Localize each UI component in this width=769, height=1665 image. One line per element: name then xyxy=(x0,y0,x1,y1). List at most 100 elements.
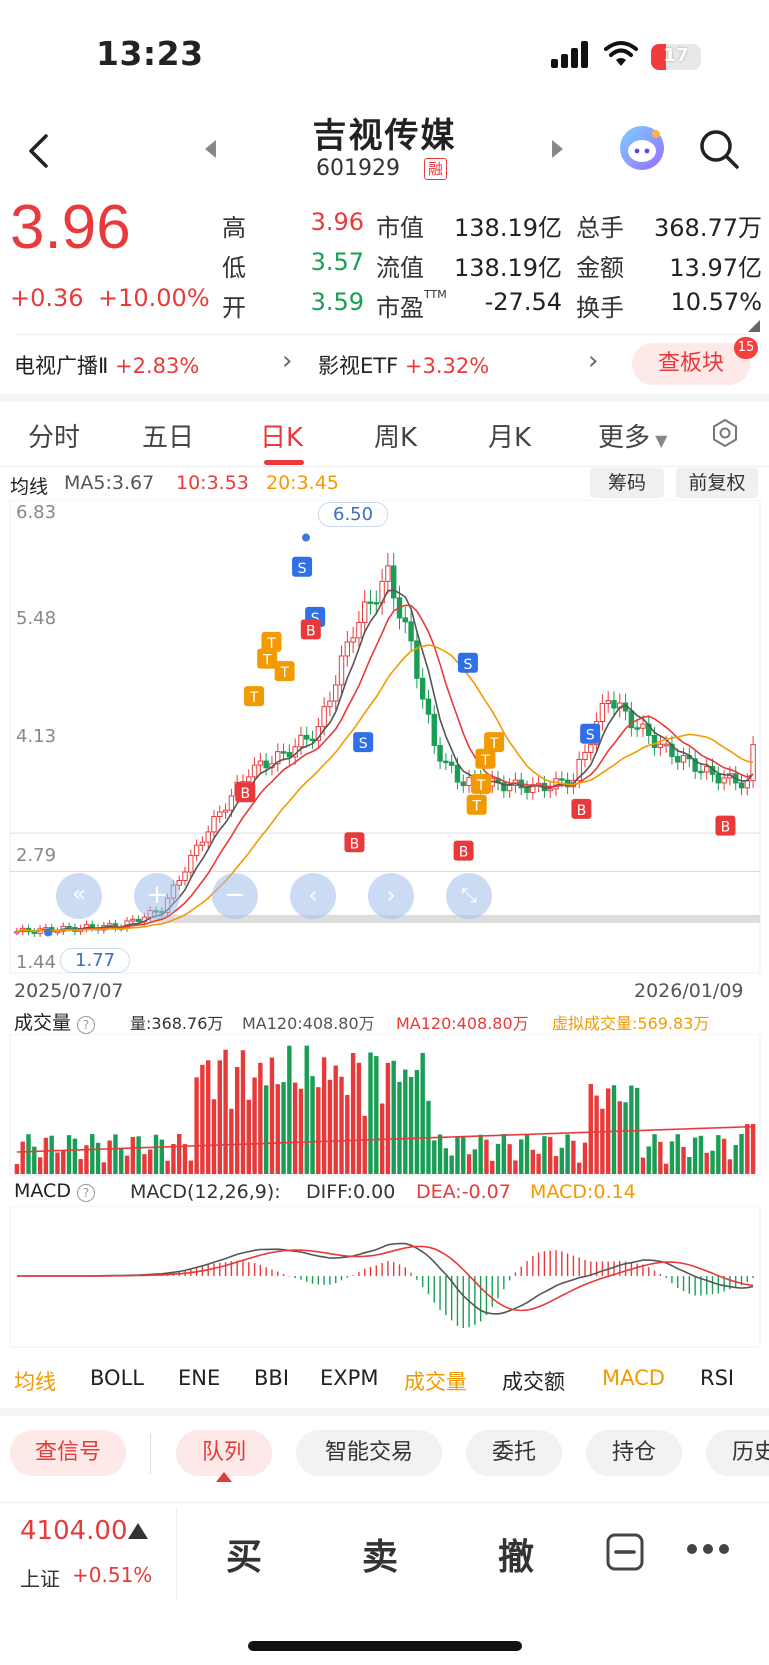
zoom-out-button[interactable]: − xyxy=(212,873,258,919)
candle-body xyxy=(454,764,461,783)
more-icon[interactable] xyxy=(686,1542,730,1556)
candle-body xyxy=(356,621,362,639)
macd-diff: DIFF:0.00 xyxy=(306,1181,396,1203)
candle-body xyxy=(14,931,20,934)
candle-body xyxy=(251,764,258,778)
adjust-button[interactable]: 前复权 xyxy=(676,468,758,498)
sector-item-tv[interactable]: 电视广播Ⅱ +2.83% xyxy=(14,354,200,378)
divider xyxy=(176,1508,177,1600)
indicator-macd[interactable]: MACD xyxy=(602,1366,665,1390)
section-separator xyxy=(0,394,769,402)
expand-corner-icon[interactable] xyxy=(748,320,760,332)
volume-bar xyxy=(26,1134,31,1174)
volume-bar xyxy=(148,1149,153,1174)
candle-body xyxy=(350,637,356,643)
volume-bar xyxy=(55,1152,60,1174)
volume-bar xyxy=(177,1134,182,1174)
volume-ma-line xyxy=(16,1125,754,1153)
price-axis-1: 6.83 xyxy=(16,502,57,523)
tab-smart-trade[interactable]: 智能交易 xyxy=(296,1430,442,1476)
indicator-volume[interactable]: 成交量 xyxy=(404,1370,467,1394)
indicator-ene[interactable]: ENE xyxy=(178,1366,221,1390)
candle-body xyxy=(188,854,194,873)
open-label: 开 xyxy=(222,294,246,322)
back-arrow-icon[interactable] xyxy=(26,133,52,169)
next-stock-icon[interactable] xyxy=(550,138,566,160)
volume-bar xyxy=(449,1155,454,1174)
candle-body xyxy=(257,760,264,766)
candle-body xyxy=(611,700,617,709)
candle-body xyxy=(193,844,200,856)
tab-five-day[interactable]: 五日 xyxy=(142,423,195,453)
tab-weekly-k[interactable]: 周K xyxy=(374,423,418,453)
volume-bar xyxy=(374,1056,379,1174)
volume-title[interactable]: 成交量 ? xyxy=(14,1008,96,1035)
volume-bar xyxy=(727,1159,733,1174)
volume-bar xyxy=(124,1155,130,1174)
turnover-value: 10.57% xyxy=(670,288,762,316)
candle-body xyxy=(588,744,594,753)
view-sector-button[interactable]: 查板块 xyxy=(632,343,750,385)
buy-button[interactable]: 买 xyxy=(226,1537,263,1578)
tab-more[interactable]: 更多 ▼ xyxy=(598,423,668,453)
sector-count-badge: 15 xyxy=(734,337,758,359)
candle-body xyxy=(501,782,507,792)
tab-daily-k[interactable]: 日K xyxy=(260,423,304,453)
index-value[interactable]: 4104.00 xyxy=(20,1516,128,1546)
tab-signal[interactable]: 查信号 xyxy=(10,1430,126,1476)
indicator-bbi[interactable]: BBI xyxy=(254,1366,290,1390)
stock-code: 601929 xyxy=(316,156,400,181)
indicator-boll[interactable]: BOLL xyxy=(90,1366,144,1390)
collapse-icon[interactable] xyxy=(606,1533,644,1571)
tab-history[interactable]: 历史 xyxy=(706,1430,769,1476)
ai-assistant-icon[interactable] xyxy=(618,124,666,172)
scroll-right-button[interactable]: › xyxy=(368,873,414,919)
indicator-rsi[interactable]: RSI xyxy=(700,1366,735,1390)
cancel-button[interactable]: 撤 xyxy=(498,1537,535,1578)
tab-queue[interactable]: 队列 xyxy=(176,1430,272,1476)
candle-body xyxy=(199,841,206,846)
signal-marker-label: B xyxy=(721,820,731,836)
low-label: 低 xyxy=(222,254,246,282)
high-label: 高 xyxy=(222,214,246,242)
tab-monthly-k[interactable]: 月K xyxy=(488,423,532,453)
tab-intraday[interactable]: 分时 xyxy=(28,423,81,453)
sell-button[interactable]: 卖 xyxy=(362,1537,399,1578)
search-icon[interactable] xyxy=(698,128,740,170)
volume-bar xyxy=(588,1084,593,1174)
volume-bar xyxy=(287,1045,292,1174)
chips-button[interactable]: 筹码 xyxy=(590,468,664,498)
candle-body xyxy=(333,684,339,702)
ma-title[interactable]: 均线 xyxy=(10,476,49,498)
signal-marker-label: B xyxy=(459,845,469,861)
candle-body xyxy=(698,770,704,774)
volume-bar xyxy=(490,1160,495,1174)
volume-bar xyxy=(629,1085,634,1174)
sector-item-etf[interactable]: 影视ETF +3.32% xyxy=(318,354,490,378)
tab-positions[interactable]: 持仓 xyxy=(586,1430,682,1476)
indicator-amount[interactable]: 成交额 xyxy=(502,1370,565,1394)
indicator-ma[interactable]: 均线 xyxy=(14,1370,56,1394)
volume-bar xyxy=(211,1099,217,1174)
last-price: 3.96 xyxy=(10,193,131,262)
pe-value: -27.54 xyxy=(484,288,562,316)
indicator-expm[interactable]: EXPM xyxy=(320,1366,379,1390)
high-price-label: 6.50 xyxy=(318,502,389,527)
candle-body xyxy=(547,788,553,792)
volume-bar xyxy=(101,1162,107,1174)
chart-settings-icon[interactable] xyxy=(710,418,740,448)
volume-bar xyxy=(310,1076,315,1174)
float-cap-label: 流值 xyxy=(376,254,424,282)
scroll-start-button[interactable]: « xyxy=(56,873,102,919)
prev-stock-icon[interactable] xyxy=(202,138,218,160)
candle-body xyxy=(680,755,687,763)
zoom-in-button[interactable]: + xyxy=(134,873,180,919)
float-cap-value: 138.19亿 xyxy=(454,254,562,282)
volume-bar xyxy=(687,1157,692,1174)
scroll-left-button[interactable]: ‹ xyxy=(290,873,336,919)
candle-body xyxy=(54,930,61,934)
tab-orders[interactable]: 委托 xyxy=(466,1430,562,1476)
macd-title[interactable]: MACD ? xyxy=(14,1180,96,1202)
fullscreen-button[interactable]: ⤡ xyxy=(446,873,492,919)
